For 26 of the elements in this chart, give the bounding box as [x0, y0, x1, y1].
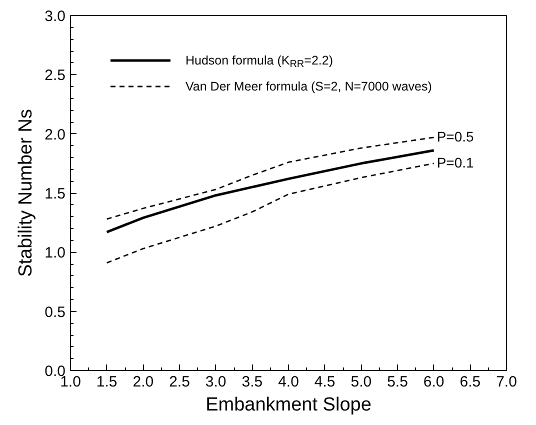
- y-tick-label: 3.0: [44, 8, 66, 25]
- annotation: P=0.1: [436, 154, 474, 170]
- y-tick-label: 1.5: [44, 186, 66, 202]
- x-tick-label: 1.5: [96, 374, 118, 390]
- x-tick-label: 2.5: [169, 374, 190, 390]
- line-series: [106, 136, 435, 220]
- line-series: [106, 162, 435, 264]
- legend-label: Van Der Meer formula (S=2, N=7000 waves): [186, 80, 432, 94]
- x-tick-label: 2.0: [132, 374, 154, 390]
- x-tick-label: 4.0: [278, 374, 299, 390]
- x-tick-label: 3.5: [242, 374, 263, 390]
- x-tick-label: 5.5: [387, 374, 408, 390]
- x-axis-title: Embankment Slope: [206, 394, 372, 416]
- y-axis-title: Stability Number Ns: [16, 109, 37, 277]
- y-tick-label: 2.5: [44, 67, 66, 84]
- x-tick-label: 6.5: [460, 374, 481, 390]
- y-tick-label: 1.0: [44, 244, 66, 262]
- x-tick-label: 3.0: [205, 374, 226, 390]
- x-tick-label: 5.0: [350, 374, 372, 390]
- line-series: [106, 149, 436, 234]
- annotation: P=0.5: [436, 128, 474, 144]
- x-tick-label: 7.0: [496, 374, 517, 390]
- y-tick-label: 0.5: [44, 304, 66, 321]
- x-tick-label: 6.0: [423, 374, 444, 390]
- y-tick-label: 2.0: [44, 126, 66, 144]
- x-tick-label: 4.5: [314, 374, 336, 390]
